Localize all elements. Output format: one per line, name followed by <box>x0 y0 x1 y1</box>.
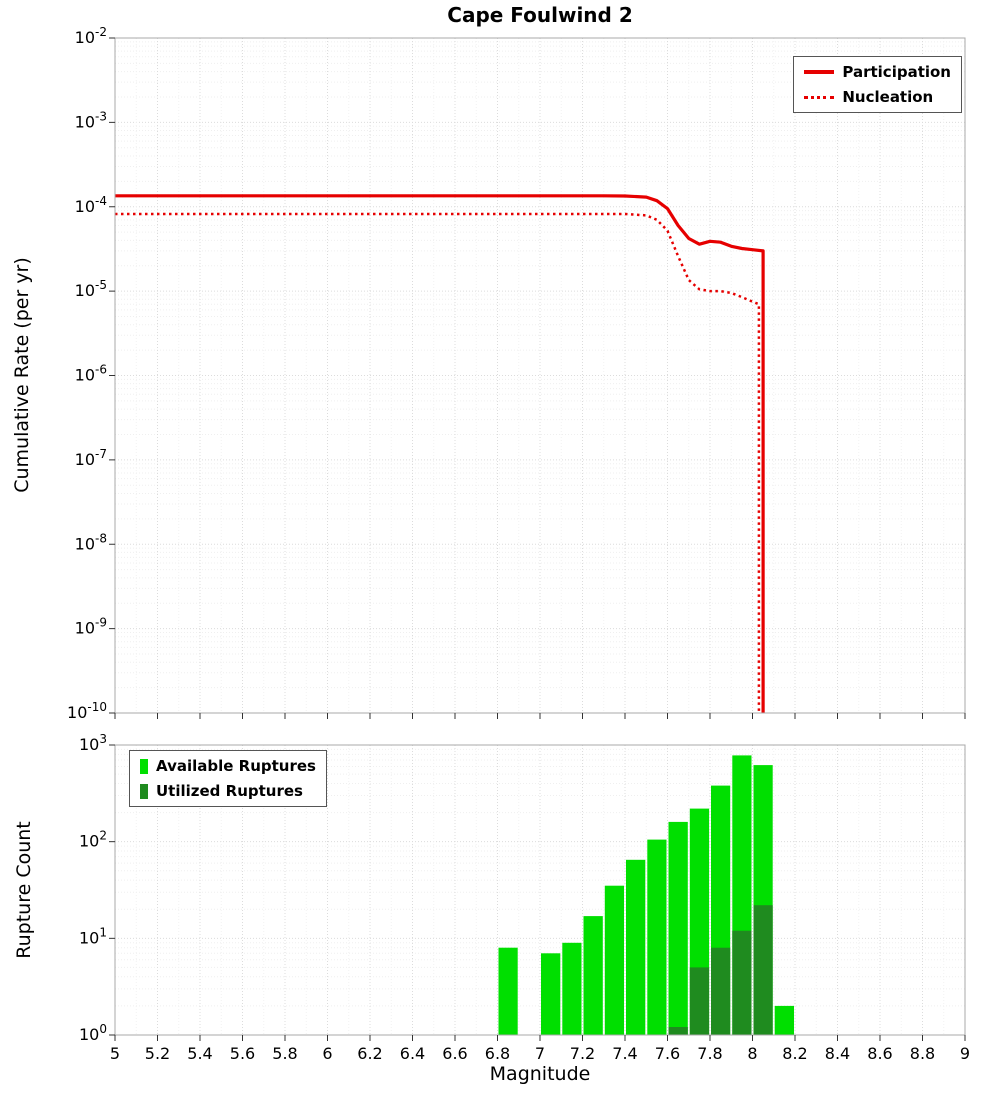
x-tick-label: 6.6 <box>442 1044 467 1063</box>
x-tick-label: 8 <box>747 1044 757 1063</box>
available-ruptures-swatch <box>140 758 148 774</box>
x-axis-ticks: 5 5.2 5.4 5.6 5.8 6 6.2 6.4 6.6 6.8 7 7.2 7.4 7.6 7.8 8… <box>110 1035 970 1063</box>
y-tick-label: 10-6 <box>75 363 107 385</box>
available-ruptures-bar <box>604 885 624 1035</box>
x-tick-label: 7.8 <box>697 1044 722 1063</box>
x-tick-label: 8.8 <box>910 1044 935 1063</box>
x-tick-label: 7.4 <box>612 1044 637 1063</box>
legend-entry-available: Available Ruptures <box>140 757 316 775</box>
gridlines <box>114 37 966 714</box>
y-tick-label: 101 <box>79 925 107 947</box>
available-ruptures-bar <box>583 916 603 1035</box>
y-axis-ticks: 10-2 10-3 10-4 10-5 10-6 10-7 10-8 10-9 10-10 <box>67 25 115 722</box>
legend-entry-utilized: Utilized Ruptures <box>140 782 316 800</box>
y-tick-label: 10-7 <box>75 447 107 469</box>
legend-label-available: Available Ruptures <box>156 757 316 775</box>
y-tick-label: 102 <box>79 829 107 851</box>
x-tick-label: 8.6 <box>867 1044 892 1063</box>
legend-entry-participation: Participation <box>804 63 951 81</box>
available-ruptures-bar <box>774 1005 794 1035</box>
x-tick-label: 8.2 <box>782 1044 807 1063</box>
y-tick-label: 10-5 <box>75 278 107 300</box>
rate-chart-legend: Participation Nucleation <box>793 56 962 113</box>
x-tick-label: 6 <box>322 1044 332 1063</box>
count-y-axis-label: Rupture Count <box>13 821 35 959</box>
utilized-ruptures-bar <box>689 967 710 1035</box>
available-ruptures-bar <box>541 953 561 1035</box>
y-axis-ticks: 100 101 102 103 <box>79 732 115 1044</box>
x-tick-label: 6.8 <box>485 1044 510 1063</box>
legend-label-utilized: Utilized Ruptures <box>156 782 303 800</box>
utilized-ruptures-swatch <box>140 783 148 799</box>
y-tick-label: 100 <box>79 1022 107 1044</box>
utilized-ruptures-bar <box>711 947 731 1035</box>
x-axis-ticks <box>114 713 966 719</box>
x-tick-label: 5 <box>110 1044 120 1063</box>
legend-entry-nucleation: Nucleation <box>804 88 951 106</box>
utilized-ruptures-bar <box>753 905 773 1035</box>
available-ruptures-bar <box>668 821 688 1035</box>
available-ruptures-bar <box>498 947 518 1035</box>
nucleation-line <box>115 212 761 713</box>
y-tick-label: 10-8 <box>75 531 107 553</box>
x-tick-label: 7.2 <box>570 1044 595 1063</box>
x-tick-label: 9 <box>960 1044 970 1063</box>
available-ruptures-bar <box>647 839 667 1035</box>
y-tick-label: 10-10 <box>67 700 107 722</box>
participation-line <box>115 194 765 713</box>
y-tick-label: 10-3 <box>75 109 107 131</box>
x-tick-label: 6.4 <box>400 1044 425 1063</box>
x-tick-label: 5.2 <box>145 1044 170 1063</box>
y-tick-label: 10-9 <box>75 616 107 638</box>
available-ruptures-bar <box>562 942 582 1035</box>
rate-y-axis-label: Cumulative Rate (per yr) <box>11 257 33 493</box>
x-tick-label: 8.4 <box>825 1044 850 1063</box>
nucleation-line-swatch <box>804 95 835 99</box>
utilized-ruptures-bar <box>668 1027 688 1035</box>
y-tick-label: 10-2 <box>75 25 107 47</box>
x-axis-label: Magnitude <box>489 1063 591 1085</box>
x-tick-label: 6.2 <box>357 1044 382 1063</box>
chart-title: Cape Foulwind 2 <box>447 3 633 27</box>
participation-line-swatch <box>804 70 835 74</box>
count-chart-legend: Available Ruptures Utilized Ruptures <box>129 750 327 807</box>
x-tick-label: 5.6 <box>230 1044 255 1063</box>
legend-label-participation: Participation <box>842 63 951 81</box>
y-tick-label: 10-4 <box>75 194 107 216</box>
x-tick-label: 7.6 <box>655 1044 680 1063</box>
x-tick-label: 5.4 <box>187 1044 212 1063</box>
x-tick-label: 5.8 <box>272 1044 297 1063</box>
y-tick-label: 103 <box>79 732 107 754</box>
available-ruptures-bar <box>626 859 646 1035</box>
legend-label-nucleation: Nucleation <box>842 88 934 106</box>
utilized-ruptures-bar <box>732 930 752 1035</box>
x-tick-label: 7 <box>535 1044 545 1063</box>
